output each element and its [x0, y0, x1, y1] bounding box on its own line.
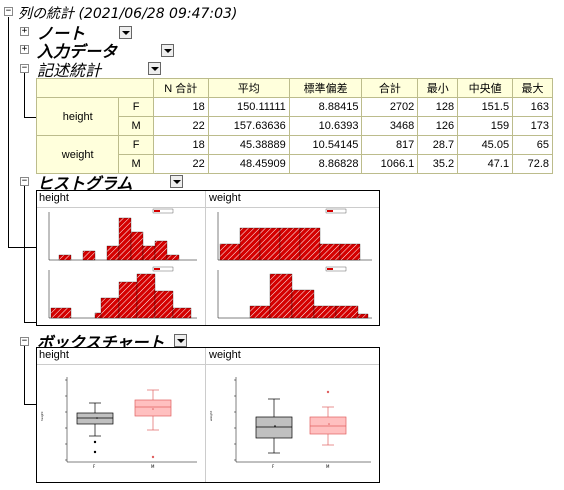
boxchart-panel: height weight height — [36, 347, 380, 483]
stats-header-row: N 合計 平均 標準偏差 合計 最小 中央値 最大 — [36, 78, 553, 98]
col-header-sd: 標準偏差 — [288, 78, 363, 98]
cell: 150.11111 — [207, 97, 290, 117]
cell: 163 — [512, 97, 553, 117]
box-right-title: weight — [209, 349, 241, 361]
box-height-f — [76, 402, 114, 454]
box-right-ylabel: weight — [209, 410, 213, 421]
hist-collapse-toggle[interactable]: − — [20, 176, 29, 186]
box-weight-m — [309, 390, 347, 446]
hist-left-title: height — [39, 192, 69, 204]
note-section-title: ノート — [37, 24, 86, 43]
cell: 18 — [152, 135, 209, 155]
desc-dropdown-button[interactable] — [148, 62, 161, 75]
col-header-min: 最小 — [417, 78, 459, 98]
cell: 22 — [152, 116, 209, 136]
desc-section-title: 記述統計 — [37, 61, 102, 80]
cell: 10.6393 — [288, 116, 363, 136]
hist-height-f — [48, 208, 197, 261]
cell: 817 — [361, 135, 419, 155]
group-label-weight: weight — [35, 135, 120, 174]
col-header-sum: 合計 — [361, 78, 419, 98]
table-row: M 22 157.63636 10.6393 3468 126 159 173 — [37, 116, 553, 136]
stats-table: N 合計 平均 標準偏差 合計 最小 中央値 最大 height F 18 15… — [35, 78, 553, 174]
box-left-plot: height F M — [40, 377, 197, 469]
cell: 28.7 — [417, 135, 459, 155]
cell: 8.88415 — [288, 97, 363, 117]
box-left-ylabel: height — [40, 411, 44, 421]
note-expand-toggle[interactable]: + — [20, 26, 29, 36]
table-row: weight F 18 45.38889 10.54145 817 28.7 4… — [35, 135, 553, 174]
cell: 22 — [152, 154, 209, 174]
row-label: F — [118, 97, 154, 117]
col-header-n: N 合計 — [152, 78, 209, 98]
cell: 3468 — [361, 116, 419, 136]
row-label: M — [118, 116, 154, 136]
box-collapse-toggle[interactable]: − — [20, 336, 29, 346]
box-dropdown-button[interactable] — [174, 334, 187, 347]
hist-weight-f — [217, 208, 372, 261]
box-left-xlabel-f: F — [93, 464, 96, 469]
box-right-xlabel-f: F — [272, 464, 275, 469]
table-row: M 22 48.45909 8.86828 1066.1 35.2 47.1 7… — [37, 154, 553, 174]
stats-corner-cell — [36, 78, 154, 98]
box-right-xlabel-m: M — [326, 464, 330, 469]
hist-left-plots — [48, 208, 197, 319]
cell: 159 — [457, 116, 514, 136]
hist-right-title: weight — [209, 192, 241, 204]
hist-right-plots — [217, 208, 372, 319]
cell: 157.63636 — [207, 116, 290, 136]
box-left-title: height — [39, 349, 69, 361]
cell: 45.05 — [457, 135, 514, 155]
desc-collapse-toggle[interactable]: − — [20, 63, 29, 73]
input-expand-toggle[interactable]: + — [20, 44, 29, 54]
input-dropdown-button[interactable] — [161, 44, 174, 57]
note-dropdown-button[interactable] — [119, 26, 132, 39]
cell: 65 — [512, 135, 553, 155]
col-header-max: 最大 — [512, 78, 553, 98]
hist-height-m — [48, 266, 197, 319]
cell: 35.2 — [417, 154, 459, 174]
cell: 151.5 — [457, 97, 514, 117]
hist-weight-m — [217, 266, 372, 319]
cell: 2702 — [361, 97, 419, 117]
row-label: M — [118, 154, 154, 174]
box-height-m — [134, 389, 172, 459]
cell: 10.54145 — [288, 135, 363, 155]
box-weight-f — [255, 398, 293, 454]
histogram-panel: height weight — [36, 190, 380, 326]
cell: 128 — [417, 97, 459, 117]
hist-section-title: ヒストグラム — [37, 174, 133, 193]
cell: 47.1 — [457, 154, 514, 174]
table-row: height F 18 150.11111 8.88415 2702 128 1… — [35, 97, 553, 136]
box-left-xlabel-m: M — [151, 464, 155, 469]
cell: 126 — [417, 116, 459, 136]
root-collapse-toggle[interactable]: − — [4, 6, 13, 16]
hist-dropdown-button[interactable] — [170, 175, 183, 188]
input-section-title: 入力データ — [37, 42, 118, 61]
root-title: 列の統計 (2021/06/28 09:47:03) — [18, 6, 238, 22]
box-right-plot: weight F M — [209, 377, 371, 469]
cell: 45.38889 — [207, 135, 290, 155]
cell: 18 — [152, 97, 209, 117]
cell: 173 — [512, 116, 553, 136]
cell: 1066.1 — [361, 154, 419, 174]
cell: 48.45909 — [207, 154, 290, 174]
group-label-height: height — [35, 97, 120, 136]
cell: 72.8 — [512, 154, 553, 174]
col-header-mean: 平均 — [207, 78, 290, 98]
cell: 8.86828 — [288, 154, 363, 174]
row-label: F — [118, 135, 154, 155]
col-header-median: 中央値 — [457, 78, 514, 98]
